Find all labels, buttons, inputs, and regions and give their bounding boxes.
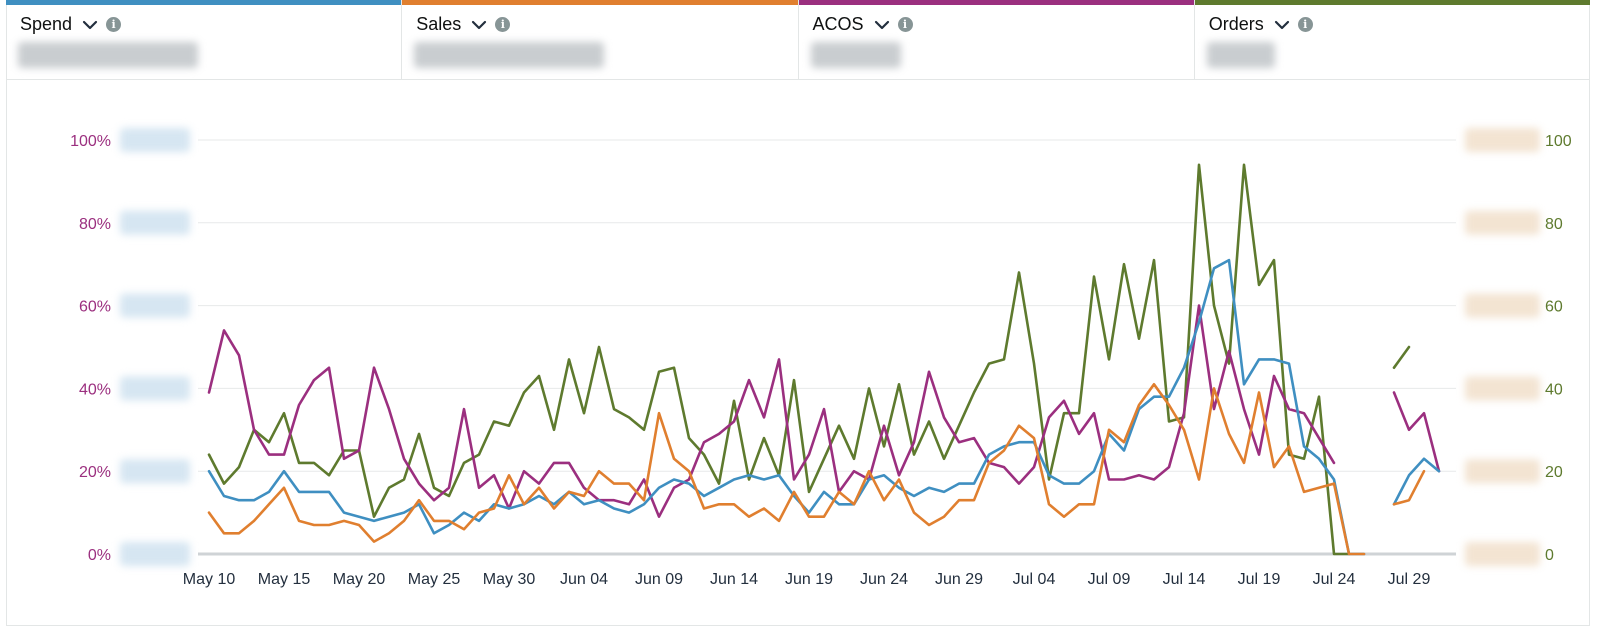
redacted-tick-right (1465, 459, 1540, 484)
x-tick-label: Jul 09 (1088, 571, 1131, 588)
redacted-tick-right (1465, 210, 1540, 235)
metric-label: Sales (416, 14, 462, 34)
x-tick-label: May 10 (183, 571, 236, 588)
redacted-tick-left (120, 459, 190, 484)
series-line-acos (207, 304, 1441, 518)
metric-value-redacted (810, 42, 901, 68)
y-tick-right: 40 (1545, 381, 1563, 398)
x-tick-label: Jul 29 (1388, 571, 1431, 588)
chevron-down-icon[interactable] (80, 15, 100, 35)
metric-selector-row: Spend i Sales i ACOS i Orders i (6, 0, 1590, 80)
x-tick-label: Jun 29 (935, 571, 983, 588)
redacted-tick-left (120, 542, 190, 566)
metric-tile-acos[interactable]: ACOS i (798, 0, 1195, 79)
y-tick-left: 60% (79, 299, 111, 316)
x-tick-label: May 15 (258, 571, 311, 588)
metric-label: Spend (20, 14, 73, 34)
chevron-down-icon[interactable] (469, 15, 489, 35)
x-tick-label: Jul 14 (1163, 571, 1206, 588)
x-tick-label: May 20 (333, 571, 386, 588)
series-line-spend (207, 258, 1441, 556)
redacted-tick-right (1465, 376, 1540, 401)
info-icon[interactable]: i (1297, 17, 1313, 32)
chart-card (6, 0, 1590, 626)
y-tick-left: 80% (79, 216, 111, 233)
metric-tile-orders[interactable]: Orders i (1194, 0, 1590, 79)
redacted-tick-right (1465, 128, 1540, 152)
info-icon[interactable]: i (106, 17, 122, 32)
x-tick-label: Jun 04 (560, 571, 608, 588)
info-icon[interactable]: i (897, 17, 913, 32)
y-tick-left: 0% (88, 547, 111, 564)
metric-label: Orders (1208, 14, 1264, 34)
line-chart: 0% 0 20% 20 40% 40 60% 60 80% 80 100% 100 May 10 May … (70, 128, 1572, 588)
x-tick-label: Jul 04 (1013, 571, 1056, 588)
redacted-tick-left (120, 293, 190, 318)
redacted-tick-left (120, 376, 190, 401)
y-tick-left: 20% (79, 464, 111, 481)
metric-dropdown-sales[interactable]: Sales i (416, 14, 511, 35)
metric-color-bar (6, 0, 402, 5)
redacted-tick-left (120, 210, 190, 235)
metric-dropdown-spend[interactable]: Spend i (20, 14, 122, 35)
info-icon[interactable]: i (495, 17, 511, 32)
metric-dropdown-acos[interactable]: ACOS i (813, 14, 913, 35)
y-tick-left: 40% (79, 381, 111, 398)
x-tick-label: Jul 24 (1313, 571, 1356, 588)
metric-tile-spend[interactable]: Spend i (6, 0, 403, 79)
y-tick-right: 0 (1545, 547, 1554, 564)
metric-dropdown-orders[interactable]: Orders i (1209, 14, 1313, 35)
x-tick-label: Jun 14 (710, 571, 758, 588)
y-tick-right: 80 (1545, 216, 1563, 233)
metric-value-redacted (1206, 42, 1275, 68)
redacted-tick-left (120, 128, 190, 152)
redacted-tick-right (1465, 542, 1540, 566)
metric-label: ACOS (812, 14, 864, 34)
x-tick-label: Jun 19 (785, 571, 833, 588)
x-tick-label: Jun 24 (860, 571, 908, 588)
metric-value-redacted (414, 42, 605, 68)
redacted-tick-right (1465, 293, 1540, 318)
x-tick-label: Jul 19 (1238, 571, 1281, 588)
y-tick-right: 100 (1545, 133, 1572, 150)
metric-color-bar (402, 0, 798, 5)
y-tick-right: 20 (1545, 464, 1563, 481)
chevron-down-icon[interactable] (872, 15, 892, 35)
metric-color-bar (798, 0, 1194, 5)
y-tick-right: 60 (1545, 299, 1563, 316)
x-tick-label: May 30 (483, 571, 536, 588)
chevron-down-icon[interactable] (1272, 15, 1292, 35)
metric-tile-sales[interactable]: Sales i (402, 0, 799, 79)
y-tick-left: 100% (70, 133, 111, 150)
x-tick-label: Jun 09 (635, 571, 683, 588)
metric-value-redacted (18, 42, 198, 68)
metric-color-bar (1194, 0, 1590, 5)
series-line-sales (207, 383, 1426, 556)
x-tick-label: May 25 (408, 571, 461, 588)
